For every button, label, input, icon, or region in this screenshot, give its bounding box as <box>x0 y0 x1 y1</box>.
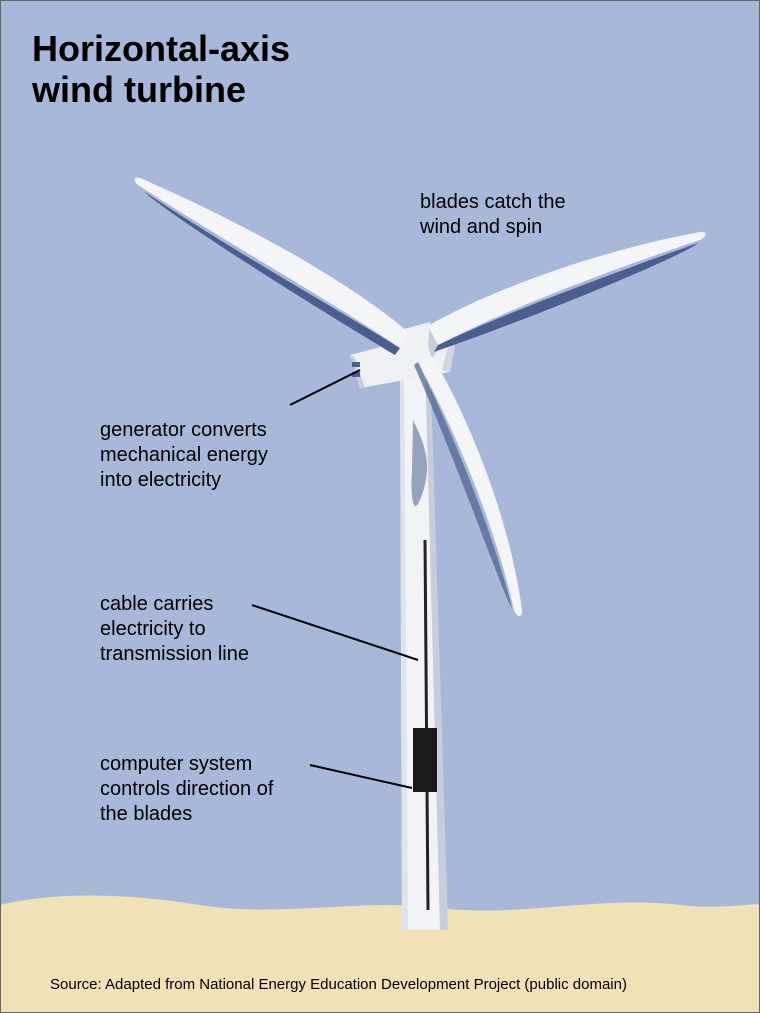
label-computer: computer systemcontrols direction ofthe … <box>100 752 273 827</box>
label-generator: generator convertsmechanical energyinto … <box>100 418 268 493</box>
computer-box <box>413 728 437 792</box>
ground-shape <box>0 896 760 1013</box>
diagram-title: Horizontal-axiswind turbine <box>32 28 290 111</box>
label-blades: blades catch thewind and spin <box>420 190 566 240</box>
blade-upper-right <box>428 232 706 352</box>
source-attribution: Source: Adapted from National Energy Edu… <box>50 976 627 993</box>
turbine-illustration <box>0 0 760 1013</box>
leader-cable <box>252 605 418 660</box>
label-cable: cable carrieselectricity totransmission … <box>100 592 249 667</box>
tower <box>400 363 448 930</box>
blade-upper-left <box>135 177 408 355</box>
leader-computer <box>310 765 412 788</box>
diagram-canvas: Horizontal-axiswind turbine blades catch… <box>0 0 760 1013</box>
leader-generator <box>290 370 360 405</box>
